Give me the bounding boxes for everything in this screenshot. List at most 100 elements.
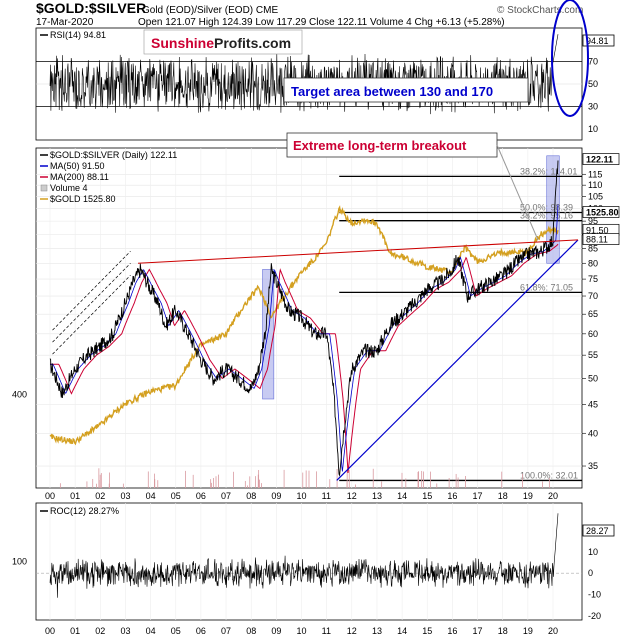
target-annotation: Target area between 130 and 170 [283,77,529,103]
brand-logo-box [143,29,303,55]
roc-tick-label: -20 [588,611,601,621]
price-x-tick-label: 01 [70,491,80,501]
roc-x-tick-label: 18 [498,626,508,636]
roc-x-tick-label: 00 [45,626,55,636]
channel-line [52,263,131,343]
roc-x-tick-label: 06 [196,626,206,636]
price-tick-label: 115 [588,169,602,179]
roc-x-tick-label: 19 [523,626,533,636]
rsi-tick-label: 30 [588,101,598,111]
resistance-trendline [137,239,579,264]
roc-x-tick-label: 02 [95,626,105,636]
price-flag-label: 1525.80 [586,208,619,218]
price-tick-label: 55 [588,350,598,360]
fib-level-label: 100.0%: 32.01 [520,470,578,480]
price-x-tick-label: 19 [523,491,533,501]
brand-logo-part1: Sunshine [151,35,214,51]
breakout-annotation: Extreme long-term breakout [286,132,539,241]
roc-x-tick-label: 04 [146,626,156,636]
roc-x-tick-label: 09 [271,626,281,636]
price-tick-label: 50 [588,374,598,384]
gold-tick-label: 100 [12,557,27,567]
fib-level-label: 50.0%: 98.39 [520,203,573,213]
brand-logo: SunshineProfits.com [143,29,303,55]
watermark: © StockCharts.com [497,5,583,16]
roc-x-tick-label: 16 [447,626,457,636]
price-tick-label: 45 [588,399,598,409]
roc-tick-label: 10 [588,547,598,557]
price-x-tick-label: 20 [548,491,558,501]
price-tick-label: 35 [588,461,598,471]
price-x-tick-label: 07 [221,491,231,501]
price-tick-label: 65 [588,309,598,319]
price-flag-box [582,233,620,245]
price-x-tick-label: 10 [297,491,307,501]
price-flag-box [582,153,620,165]
roc-x-tick-label: 17 [473,626,483,636]
legend-volume: Volume 4 [50,183,88,193]
price-tick-label: 85 [588,243,598,253]
target-ellipse [551,0,589,117]
legend-gold: $GOLD 1525.80 [50,194,116,204]
price-legend-title: $GOLD:$SILVER (Daily) 122.11 [50,150,177,160]
gold-tick-label: 400 [12,389,27,399]
roc-tick-label: -10 [588,590,601,600]
breakout-annotation-box [286,132,498,158]
price-tick-label: 80 [588,258,598,268]
breakout-pointer [496,144,539,241]
price-x-tick-label: 12 [347,491,357,501]
roc-x-tick-label: 10 [297,626,307,636]
roc-last-value: 28.27 [586,526,609,536]
roc-x-tick-label: 20 [548,626,558,636]
roc-panel: -20-1001020 ROC(12) 28.27% 28.27 0001020… [35,502,615,636]
price-tick-label: 75 [588,274,598,284]
roc-x-tick-label: 03 [120,626,130,636]
ma50-line [50,204,559,472]
fib-level-label: 38.2%: 114.01 [520,166,577,176]
price-x-tick-label: 05 [171,491,181,501]
breakout-annotation-text: Extreme long-term breakout [293,138,467,153]
roc-x-tick-label: 13 [372,626,382,636]
rsi-ticks: 1030507090 [588,34,598,134]
price-x-tick-label: 15 [422,491,432,501]
chart-quote: Open 121.07 High 124.39 Low 117.29 Close… [138,17,505,28]
price-flag-label: 91.50 [586,225,609,235]
price-tick-label: 105 [588,192,603,202]
price-x-tick-label: 06 [196,491,206,501]
price-x-tick-label: 04 [146,491,156,501]
roc-x-tick-label: 01 [70,626,80,636]
price-x-tick-label: 18 [498,491,508,501]
price-x-tick-label: 03 [120,491,130,501]
rsi-legend: RSI(14) 94.81 [50,30,106,40]
price-tick-label: 70 [588,291,598,301]
price-flag-label: 122.11 [586,155,613,165]
rsi-last-value-box [582,34,615,47]
channel-line [52,251,131,331]
price-tick-label: 60 [588,329,598,339]
price-x-tick-label: 17 [473,491,483,501]
roc-last-value-box [582,524,615,537]
price-x-tick-label: 11 [322,491,331,501]
rsi-last-value: 94.81 [586,36,609,46]
roc-ticks: -20-1001020 [588,525,601,621]
target-annotation-text: Target area between 130 and 170 [291,84,493,99]
price-x-tick-label: 08 [246,491,256,501]
price-x-tick-label: 02 [95,491,105,501]
rsi-tick-label: 50 [588,79,598,89]
price-panel-frame [35,147,583,489]
roc-x-tick-label: 15 [422,626,432,636]
price-x-tick-label: 13 [372,491,382,501]
chart-date: 17-Mar-2020 [36,17,94,28]
roc-x-tick-label: 08 [246,626,256,636]
roc-x-tick-label: 05 [171,626,181,636]
roc-legend: ROC(12) 28.27% [50,506,119,516]
legend-ma50: MA(50) 91.50 [50,161,105,171]
chart-description: Gold (EOD)/Silver (EOD) CME [142,5,278,16]
price-tick-label: 95 [588,216,598,226]
price-x-tick-label: 00 [45,491,55,501]
ma200-line [50,243,559,474]
chart-ticker: $GOLD:$SILVER [36,0,146,16]
price-grid [36,148,582,488]
